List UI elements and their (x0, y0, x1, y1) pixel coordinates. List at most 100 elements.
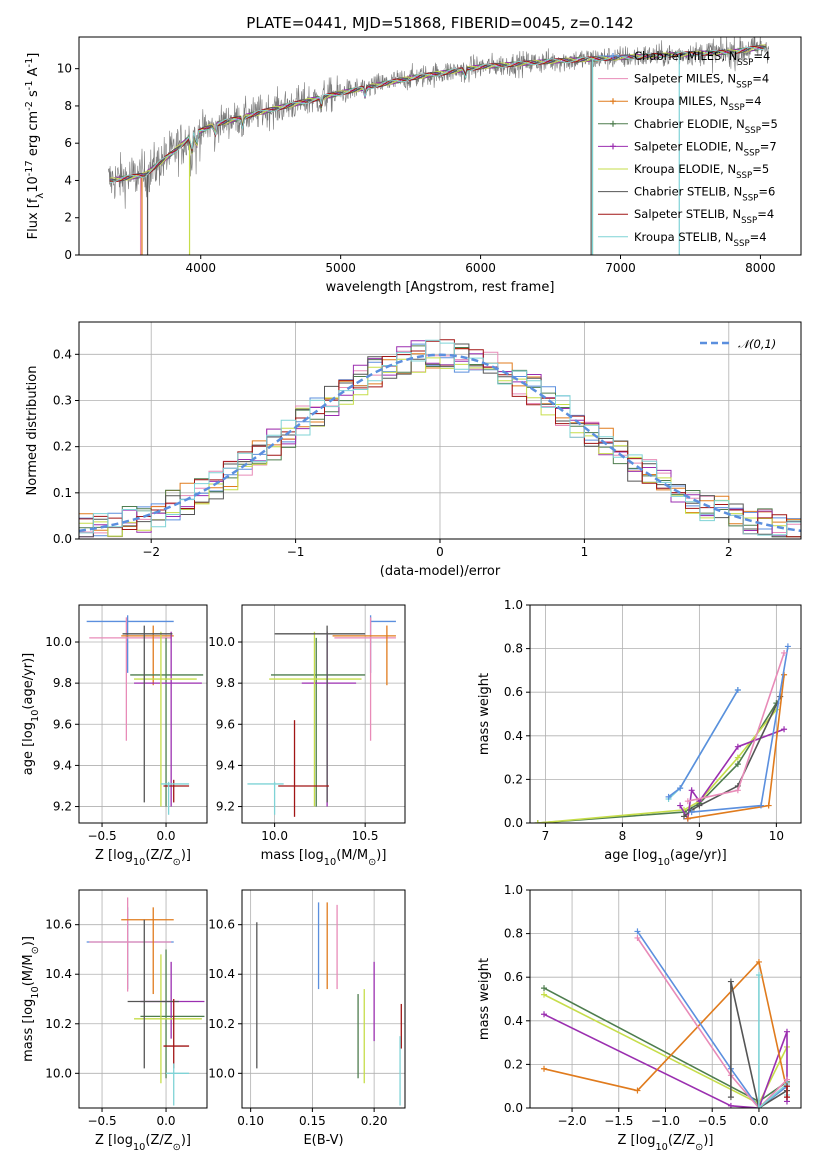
y-axis-label: mass weight (477, 958, 492, 1040)
y-tick-label: 9.2 (216, 800, 235, 814)
mass-weight-marker (677, 785, 684, 792)
legend-label: Kroupa MILES, NSSP=4 (634, 94, 762, 113)
x-axis-label: age [log10(age/yr)] (604, 848, 727, 868)
y-axis-label: Flux [fλ10-17 erg cm-2 s-1 A-1] (24, 53, 46, 240)
label-part: SSP (736, 171, 752, 181)
gaussian-curve (79, 353, 801, 533)
legend-marker (610, 143, 616, 150)
model-spectrum-line (109, 45, 767, 182)
residual-legend: 𝒩(0,1) (700, 337, 776, 351)
plot-area (86, 615, 204, 815)
y-tick-label: 10.6 (208, 918, 235, 932)
label-part: (M/M (336, 848, 368, 863)
mass-weight-marker (541, 985, 548, 992)
x-tick-label: −0.5 (698, 1114, 727, 1128)
y-tick-label: 9.8 (53, 676, 72, 690)
y-tick-label: 10.0 (45, 635, 72, 649)
mass-weight-marker (784, 643, 791, 650)
label-part: =7 (760, 139, 777, 153)
mass-weight-marker (783, 1083, 790, 1090)
axes-residuals: −2 −1 0 1 2 0.0 0.1 0.2 0.3 0.4 (data-model)/error… (25, 321, 802, 579)
x-tick-label: −0.5 (87, 829, 116, 843)
y-axis-label: mass weight (477, 673, 492, 755)
legend-marker (610, 98, 616, 105)
x-tick-label: −1.5 (604, 1114, 633, 1128)
mass-weight-marker (783, 1028, 790, 1035)
y-tick-label: 0 (64, 248, 72, 262)
label-part: (age/yr)] (670, 848, 727, 863)
y-tick-label: 0.4 (504, 1014, 523, 1028)
mass-weight-marker (734, 761, 741, 768)
x-tick-label: 0.0 (156, 829, 175, 843)
mass-weight-line (537, 702, 778, 823)
x-tick-label: 0.0 (156, 1114, 175, 1128)
axes-frame (78, 36, 802, 256)
x-tick-label: 7000 (605, 261, 636, 275)
mass-weight-line (668, 689, 739, 798)
x-tick-label: 0.0 (749, 1114, 768, 1128)
mass-weight-marker (755, 1105, 762, 1108)
mass-weight-line (636, 937, 788, 1108)
y-tick-label: 0.6 (504, 970, 523, 984)
model-spectrum-line (109, 44, 767, 181)
mass-weight-marker (541, 1011, 548, 1018)
x-tick-label: 9 (696, 829, 704, 843)
y-axis-label: Normed distribution (25, 366, 40, 496)
y-tick-label: 9.6 (53, 717, 72, 731)
label-part: mass weight (477, 958, 492, 1040)
label-part: )] (376, 848, 386, 863)
y-tick-label: 10.4 (208, 967, 235, 981)
plot-area (541, 928, 790, 1108)
y-tick-label: 9.8 (216, 676, 235, 690)
legend-label: 𝒩(0,1) (738, 337, 776, 351)
y-tick-label: 10.0 (208, 635, 235, 649)
axes-frame (241, 604, 406, 824)
label-part: ⊙ (368, 857, 376, 868)
mass-weight-marker (757, 802, 764, 809)
mass-weight-marker (634, 928, 641, 935)
y-tick-label: 10.0 (45, 1066, 72, 1080)
mass-weight-marker (680, 813, 687, 820)
mass-weight-line (636, 930, 788, 1108)
y-tick-label: 0.4 (53, 347, 72, 361)
x-tick-label: 0.20 (361, 1114, 388, 1128)
x-axis-label: Z [log10(Z/Z⊙)] (618, 1133, 714, 1153)
y-tick-label: 0.8 (504, 642, 523, 656)
mass-weight-line (543, 1013, 788, 1108)
y-tick-label: 0.2 (504, 1057, 523, 1071)
y-tick-label: 0.8 (504, 927, 523, 941)
label-part: 10 (30, 710, 41, 722)
label-part: -1 (24, 80, 35, 90)
plot-area (534, 643, 791, 823)
x-tick-label: 6000 (465, 261, 496, 275)
label-part: 𝒩(0,1) (738, 337, 776, 351)
legend-label: Chabrier MILES, NSSP=4 (634, 49, 770, 68)
label-part: SSP (742, 194, 758, 204)
label-part: Salpeter MILES, N (634, 72, 736, 86)
axes-mass-vs-EBV: 0.10 0.15 0.20 10.0 10.2 10.4 10.6 E(B-V) (208, 889, 406, 1148)
x-tick-label: 8000 (745, 261, 776, 275)
mass-weight-marker (541, 1065, 548, 1072)
mass-weight-marker (755, 958, 762, 965)
mass-weight-marker (688, 809, 695, 816)
model-spectrum-line (109, 45, 767, 183)
model-spectrum-line (109, 45, 767, 182)
legend-label: Salpeter MILES, NSSP=4 (634, 72, 769, 91)
mass-weight-line (537, 709, 778, 823)
x-tick-label: −2 (142, 545, 160, 559)
label-part: Salpeter ELODIE, N (634, 139, 744, 153)
y-tick-label: 9.4 (53, 758, 72, 772)
label-part: SSP (729, 103, 745, 113)
x-axis-label: (data-model)/error (380, 564, 501, 579)
label-part: E(B-V) (303, 1133, 343, 1148)
x-tick-label: −1.0 (651, 1114, 680, 1128)
axes-frame (78, 604, 208, 824)
label-part: wavelength [Angstrom, rest frame] (326, 280, 555, 295)
axes-age-vs-mass: 10.0 10.5 9.2 9.4 9.6 9.8 10.0 mass [log10(M/M⊙… (208, 604, 406, 868)
label-part: A (26, 67, 41, 80)
y-tick-label: 10.2 (208, 1017, 235, 1031)
label-part: -1 (24, 58, 35, 68)
label-part: 10 (655, 1142, 667, 1153)
